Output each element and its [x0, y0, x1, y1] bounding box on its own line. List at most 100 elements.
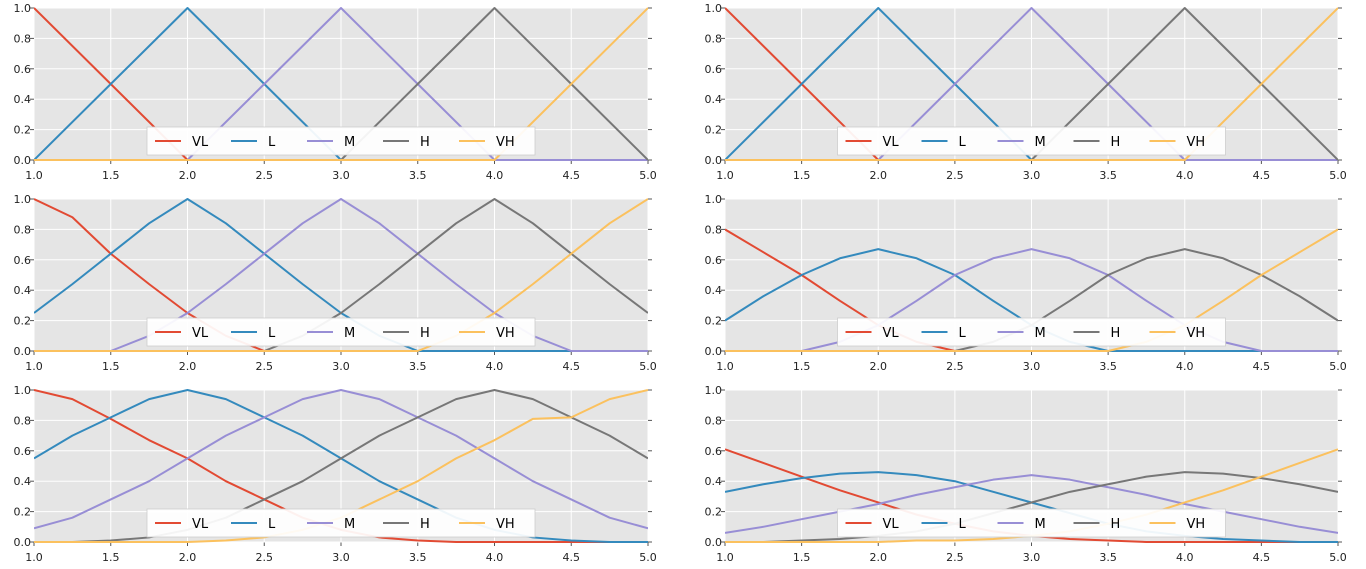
x-tick-label: 1.5: [793, 360, 811, 373]
series-line-m: [725, 248, 1338, 352]
series-line-m: [725, 474, 1338, 534]
y-tick-label: 0.2: [705, 506, 723, 519]
legend: VL L M H VH: [146, 508, 536, 538]
legend-label-h: H: [1111, 326, 1121, 341]
legend-label-vl: VL: [883, 135, 900, 150]
x-tick-label: 1.0: [716, 169, 734, 182]
legend-label-h: H: [1111, 517, 1121, 532]
x-tick-label: 4.0: [486, 551, 504, 564]
legend-label-m: M: [1035, 517, 1046, 532]
legend-label-h: H: [420, 326, 430, 341]
y-tick-label: 0.0: [14, 345, 32, 358]
x-tick-label: 4.5: [1253, 360, 1271, 373]
x-tick-label: 4.0: [1176, 360, 1194, 373]
legend: VL L M H VH: [837, 508, 1226, 538]
y-tick-label: 0.8: [14, 414, 32, 427]
x-tick-label: 2.0: [870, 360, 888, 373]
legend-label-vl: VL: [192, 326, 209, 341]
y-tick-label: 1.0: [705, 384, 723, 397]
legend-label-h: H: [420, 517, 430, 532]
x-tick-label: 5.0: [639, 551, 657, 564]
y-tick-label: 0.4: [14, 475, 32, 488]
x-tick-label: 1.5: [793, 169, 811, 182]
x-tick-label: 3.5: [1099, 360, 1117, 373]
legend-label-vl: VL: [883, 326, 900, 341]
legend-label-l: L: [959, 326, 967, 341]
x-tick-label: 1.0: [716, 360, 734, 373]
legend-label-m: M: [344, 517, 355, 532]
legend-label-vh: VH: [1187, 135, 1206, 150]
x-tick-label: 2.5: [256, 360, 274, 373]
x-tick-label: 4.0: [1176, 551, 1194, 564]
x-tick-label: 4.5: [1253, 169, 1271, 182]
x-tick-label: 2.0: [870, 551, 888, 564]
x-tick-label: 1.0: [25, 360, 43, 373]
x-tick-label: 4.0: [486, 360, 504, 373]
legend-label-l: L: [959, 135, 967, 150]
x-tick-label: 3.5: [409, 169, 427, 182]
x-tick-label: 2.5: [256, 551, 274, 564]
y-tick-label: 0.4: [705, 284, 723, 297]
x-tick-label: 3.0: [332, 360, 350, 373]
x-tick-label: 4.0: [486, 169, 504, 182]
legend-label-l: L: [268, 135, 276, 150]
subplot-1: 1.0 1.5 2.0 2.5 3.0 3.5 4.0 4.5 5.0 0.0 0.2 0.4 0.6 0…: [14, 2, 657, 182]
legend-label-m: M: [1035, 326, 1046, 341]
y-tick-label: 0.0: [705, 154, 723, 167]
x-tick-label: 2.5: [946, 551, 964, 564]
x-tick-label: 1.0: [25, 169, 43, 182]
subplot-2: 1.0 1.5 2.0 2.5 3.0 3.5 4.0 4.5 5.0 0.0 0.2 0.4 0.6 0…: [705, 2, 1347, 182]
legend-label-m: M: [344, 135, 355, 150]
y-tick-label: 0.4: [705, 93, 723, 106]
legend-label-vl: VL: [192, 135, 209, 150]
x-tick-label: 3.0: [1023, 169, 1041, 182]
legend: VL L M H VH: [837, 126, 1226, 156]
y-tick-label: 0.2: [14, 124, 32, 137]
x-tick-label: 3.0: [1023, 360, 1041, 373]
subplot-3: 1.0 1.5 2.0 2.5 3.0 3.5 4.0 4.5 5.0 0.0 0.2 0.4 0.6 0…: [14, 193, 657, 373]
x-tick-label: 3.5: [409, 360, 427, 373]
y-tick-label: 0.6: [14, 254, 32, 267]
legend-box: [837, 126, 1226, 156]
legend: VL L M H VH: [146, 317, 536, 347]
x-tick-label: 4.5: [563, 551, 581, 564]
y-tick-label: 0.8: [14, 32, 32, 45]
y-tick-label: 0.4: [14, 284, 32, 297]
y-tick-label: 1.0: [705, 193, 723, 206]
x-tick-label: 1.0: [716, 551, 734, 564]
legend-label-l: L: [268, 517, 276, 532]
x-tick-label: 2.0: [179, 360, 197, 373]
legend-label-vl: VL: [883, 517, 900, 532]
y-tick-label: 0.4: [705, 475, 723, 488]
y-tick-label: 0.8: [705, 32, 723, 45]
y-tick-label: 0.8: [14, 223, 32, 236]
y-tick-label: 1.0: [705, 2, 723, 15]
series-line-m: [34, 198, 648, 352]
x-tick-label: 1.5: [102, 551, 120, 564]
x-tick-label: 2.5: [256, 169, 274, 182]
subplot-4: 1.0 1.5 2.0 2.5 3.0 3.5 4.0 4.5 5.0 0.0 0.2 0.4 0.6 0…: [705, 193, 1347, 373]
x-tick-label: 4.5: [563, 169, 581, 182]
series-line-vh: [34, 7, 648, 161]
legend-label-vh: VH: [496, 326, 515, 341]
x-tick-label: 2.0: [179, 169, 197, 182]
y-tick-label: 0.6: [705, 63, 723, 76]
series-line-vh: [34, 198, 648, 352]
x-tick-label: 5.0: [1329, 169, 1347, 182]
y-tick-label: 0.0: [14, 154, 32, 167]
y-tick-label: 0.0: [705, 536, 723, 549]
subplot-5: 1.0 1.5 2.0 2.5 3.0 3.5 4.0 4.5 5.0 0.0 0.2 0.4 0.6 0…: [14, 384, 657, 564]
legend-label-l: L: [959, 517, 967, 532]
legend-label-h: H: [1111, 135, 1121, 150]
y-tick-label: 0.6: [14, 445, 32, 458]
x-tick-label: 3.0: [332, 551, 350, 564]
x-tick-label: 1.5: [102, 360, 120, 373]
x-tick-label: 4.5: [563, 360, 581, 373]
y-tick-label: 0.2: [705, 124, 723, 137]
y-tick-label: 0.0: [705, 345, 723, 358]
y-tick-label: 0.6: [14, 63, 32, 76]
y-tick-label: 1.0: [14, 193, 32, 206]
legend-label-vh: VH: [1187, 517, 1206, 532]
x-tick-label: 5.0: [1329, 360, 1347, 373]
